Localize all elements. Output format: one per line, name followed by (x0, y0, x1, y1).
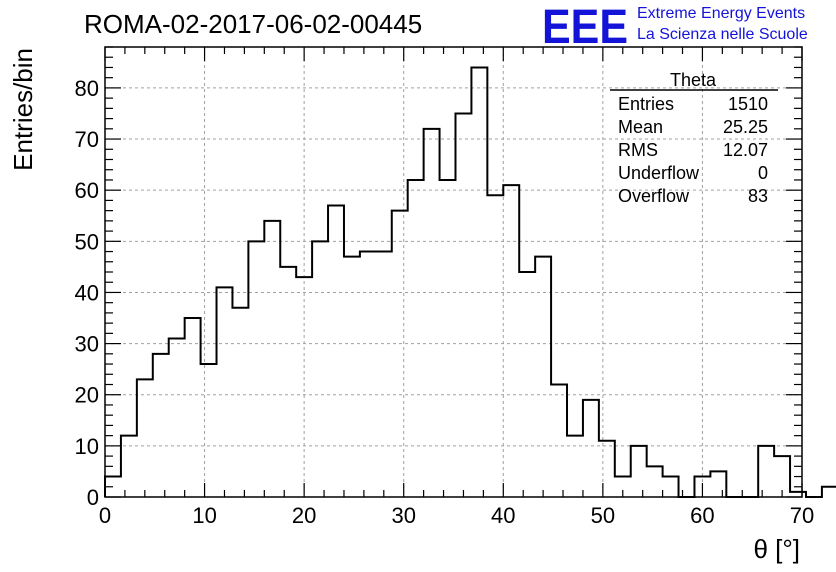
y-tick-label: 0 (87, 485, 99, 510)
histogram-bin (583, 400, 599, 497)
stats-value-entries: 1510 (728, 94, 768, 114)
histogram-bin (232, 308, 248, 497)
histogram-bin (376, 252, 392, 497)
histogram-bin (599, 441, 615, 497)
histogram-bin (455, 113, 471, 497)
chart-title: ROMA-02-2017-06-02-00445 (84, 9, 422, 39)
histogram-bin (710, 471, 726, 497)
y-tick-label: 30 (75, 332, 99, 357)
stats-label-mean: Mean (618, 117, 663, 137)
histogram-bin (217, 287, 233, 497)
y-axis-title: Entries/bin (8, 48, 38, 171)
histogram-bin (519, 272, 535, 497)
y-tick-label: 80 (75, 76, 99, 101)
histogram-bin (137, 379, 153, 497)
stats-label-entries: Entries (618, 94, 674, 114)
y-tick-label: 40 (75, 280, 99, 305)
stats-label-underflow: Underflow (618, 163, 700, 183)
histogram-bin (296, 277, 312, 497)
stats-label-overflow: Overflow (618, 186, 690, 206)
eee-logo: EEE Extreme Energy Events La Scienza nel… (542, 1, 808, 54)
logo-line-1: Extreme Energy Events (637, 5, 805, 22)
x-tick-label: 10 (192, 503, 216, 528)
x-tick-label: 20 (292, 503, 316, 528)
histogram-bin (169, 338, 185, 497)
histogram-bin (567, 436, 583, 497)
histogram-bin (631, 446, 647, 497)
histogram-bin (408, 180, 424, 497)
plot-frame (104, 46, 803, 498)
histogram-bin (503, 185, 519, 497)
y-tick-label: 70 (75, 127, 99, 152)
histogram-bin (424, 129, 440, 497)
logo-line-2: La Scienza nelle Scuole (637, 26, 808, 43)
x-tick-label: 70 (790, 503, 814, 528)
histogram-bin (280, 267, 296, 497)
x-tick-label: 50 (591, 503, 615, 528)
logo-mark: EEE (542, 1, 628, 54)
stats-box: Theta Entries 1510 Mean 25.25 RMS 12.07 … (610, 70, 778, 206)
x-tick-label: 60 (690, 503, 714, 528)
y-tick-label: 50 (75, 229, 99, 254)
y-tick-label: 10 (75, 434, 99, 459)
x-axis-title: θ [°] (753, 534, 800, 564)
stats-label-rms: RMS (618, 140, 658, 160)
histogram-bin (248, 241, 264, 497)
y-tick-labels: 0 10 20 30 40 50 60 70 80 (75, 76, 99, 510)
histogram-bin (153, 354, 169, 497)
histogram-bin (471, 67, 487, 497)
histogram-bin (201, 364, 217, 497)
stats-value-overflow: 83 (748, 186, 768, 206)
histogram-bin (647, 466, 663, 497)
x-tick-label: 30 (391, 503, 415, 528)
histogram-bin (663, 477, 679, 497)
histogram-bin (360, 252, 376, 497)
histogram-bin (487, 195, 503, 497)
histogram-bin (121, 436, 137, 497)
stats-value-mean: 25.25 (723, 117, 768, 137)
histogram-bin (328, 206, 344, 497)
grid (105, 47, 802, 497)
histogram-bin (392, 211, 408, 497)
histogram-bin (440, 180, 456, 497)
stats-value-underflow: 0 (758, 163, 768, 183)
axis-ticks (104, 46, 803, 498)
histogram-bin (758, 446, 774, 497)
stats-value-rms: 12.07 (723, 140, 768, 160)
histogram-bin (822, 487, 836, 497)
histogram-bin (185, 318, 201, 497)
x-tick-label: 0 (99, 503, 111, 528)
stats-title: Theta (670, 70, 717, 90)
histogram-bin (312, 241, 328, 497)
y-tick-label: 60 (75, 178, 99, 203)
x-tick-labels: 0 10 20 30 40 50 60 70 (99, 503, 814, 528)
y-tick-label: 20 (75, 383, 99, 408)
histogram-bin (551, 385, 567, 498)
histogram-bin (264, 221, 280, 497)
x-tick-label: 40 (491, 503, 515, 528)
